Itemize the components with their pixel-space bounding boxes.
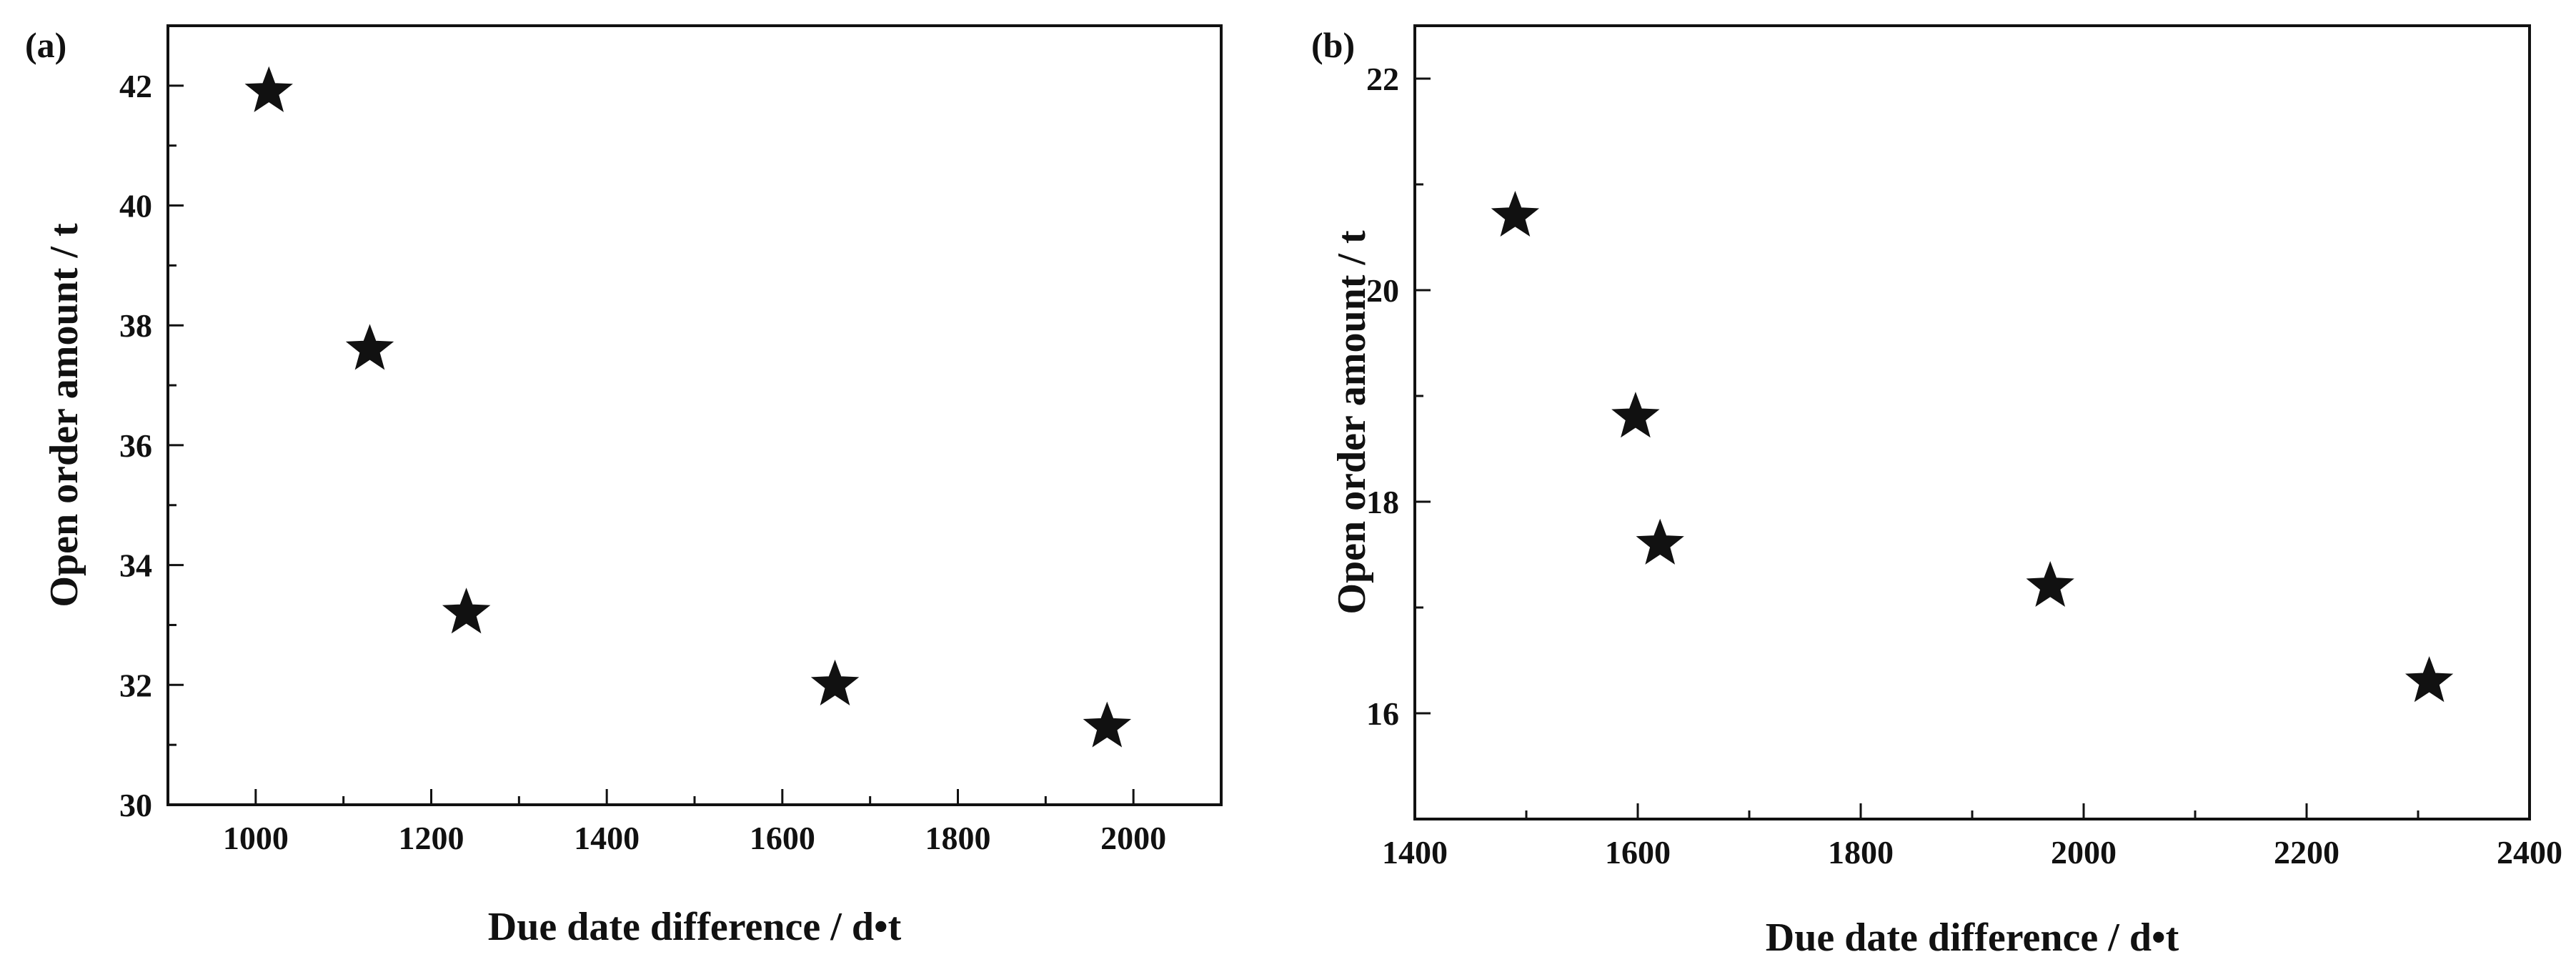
x-tick-label-a: 1200 bbox=[399, 820, 464, 856]
x-tick-label-b: 1800 bbox=[1828, 834, 1894, 871]
markers-b bbox=[1491, 190, 2454, 703]
x-tick-label-a: 1600 bbox=[750, 820, 815, 856]
y-tick-label-a: 36 bbox=[119, 427, 152, 464]
panel-label-b: (b) bbox=[1311, 25, 1355, 65]
panel-label-a: (a) bbox=[25, 25, 66, 65]
x-axis-title-b: Due date difference / d•t bbox=[1766, 916, 2179, 960]
plot-frame-a bbox=[166, 24, 1223, 806]
data-point-b-2 bbox=[1611, 392, 1660, 438]
data-point-a-4 bbox=[810, 659, 860, 705]
y-tick-label-b: 22 bbox=[1366, 61, 1399, 97]
x-ticks-b: 1400 1600 1800 2000 2200 2400 bbox=[1382, 803, 2562, 871]
x-tick-label-b: 1400 bbox=[1382, 834, 1448, 871]
chart-panel-b: (b) 16 18 20 22 1400 1600 1800 2000 2200 2400 Du… bbox=[1311, 24, 2562, 960]
x-tick-label-a: 1400 bbox=[574, 820, 640, 856]
x-tick-label-b: 2200 bbox=[2274, 834, 2339, 871]
x-tick-label-a: 1800 bbox=[925, 820, 991, 856]
data-point-b-1 bbox=[1491, 190, 1540, 237]
data-point-a-3 bbox=[442, 587, 491, 634]
y-tick-label-b: 18 bbox=[1366, 484, 1399, 520]
y-tick-label-a: 38 bbox=[119, 307, 152, 344]
data-point-b-4 bbox=[2026, 560, 2074, 608]
data-point-b-5 bbox=[2405, 656, 2454, 703]
data-point-a-2 bbox=[345, 324, 394, 370]
y-ticks-b: 16 18 20 22 bbox=[1366, 61, 1431, 820]
data-point-a-1 bbox=[244, 66, 293, 112]
x-tick-label-b: 1600 bbox=[1605, 834, 1671, 871]
data-point-b-3 bbox=[1636, 518, 1684, 565]
plot-frame-b bbox=[1413, 24, 2531, 820]
y-tick-label-a: 40 bbox=[119, 188, 152, 224]
chart-panel-a: (a) 30 32 34 36 38 40 42 1000 1200 1400 1600 1800 2… bbox=[25, 24, 1223, 949]
y-tick-label-b: 20 bbox=[1366, 272, 1399, 309]
y-tick-label-a: 30 bbox=[119, 787, 152, 823]
y-tick-label-b: 16 bbox=[1366, 695, 1399, 732]
x-tick-label-a: 2000 bbox=[1100, 820, 1166, 856]
y-tick-label-a: 34 bbox=[119, 547, 152, 584]
y-axis-title-a: Open order amount / t bbox=[42, 223, 86, 608]
x-tick-label-a: 1000 bbox=[223, 820, 289, 856]
y-tick-label-a: 42 bbox=[119, 68, 152, 104]
x-axis-title-a: Due date difference / d•t bbox=[488, 905, 902, 949]
data-point-a-5 bbox=[1083, 701, 1132, 748]
y-axis-title-b: Open order amount / t bbox=[1330, 230, 1374, 615]
x-ticks-a: 1000 1200 1400 1600 1800 2000 bbox=[166, 789, 1223, 856]
x-tick-label-b: 2000 bbox=[2051, 834, 2117, 871]
x-tick-label-b: 2400 bbox=[2497, 834, 2562, 871]
y-ticks-a: 30 32 34 36 38 40 42 bbox=[119, 24, 184, 823]
markers-a bbox=[244, 66, 1132, 748]
y-tick-label-a: 32 bbox=[119, 667, 152, 703]
